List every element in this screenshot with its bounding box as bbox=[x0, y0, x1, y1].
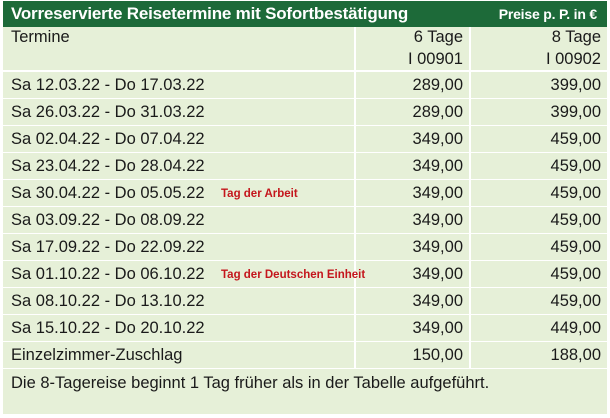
date-range: Sa 08.10.22 - Do 13.10.22 bbox=[11, 291, 205, 310]
price-8-tage-cell: 399,00 bbox=[470, 98, 607, 126]
column-header-8-tage: 8 Tage bbox=[551, 28, 601, 46]
price-6-tage-cell: 349,00 bbox=[355, 314, 471, 342]
table-row: Sa 01.10.22 - Do 06.10.22 Tag der Deutsch… bbox=[3, 260, 607, 288]
date-range: Sa 30.04.22 - Do 05.05.22 bbox=[11, 183, 205, 202]
column-header-6-tage: 6 Tage bbox=[355, 27, 471, 48]
date-cell: Sa 17.09.22 - Do 22.09.22 bbox=[3, 233, 356, 261]
tour-code-8-tage: I 00902 bbox=[470, 48, 607, 72]
supplement-price-6-tage: 150,00 bbox=[355, 341, 471, 369]
tour-code-6-tage: I 00901 bbox=[355, 48, 471, 72]
date-range: Sa 15.10.22 - Do 20.10.22 bbox=[11, 318, 205, 337]
table-row: Sa 23.04.22 - Do 28.04.22 349,00 459,00 bbox=[3, 152, 607, 180]
date-range: Sa 02.04.22 - Do 07.04.22 bbox=[11, 129, 205, 148]
holiday-note: Tag der Deutschen Einheit bbox=[221, 268, 366, 281]
price-6-tage-cell: 349,00 bbox=[355, 125, 471, 153]
price-8-tage-cell: 459,00 bbox=[470, 125, 607, 153]
date-cell: Sa 23.04.22 - Do 28.04.22 bbox=[3, 152, 356, 180]
dates-price-table: Termine 6 Tage 8 Tage I 00901 I 00902 Sa… bbox=[3, 27, 607, 397]
price-6-tage-cell: 289,00 bbox=[355, 98, 471, 126]
table-row: Sa 03.09.22 - Do 08.09.22 349,00 459,00 bbox=[3, 206, 607, 234]
table-row: Sa 15.10.22 - Do 20.10.22 349,00 449,00 bbox=[3, 314, 607, 342]
table-header-bar: Vorreservierte Reisetermine mit Sofortbe… bbox=[3, 1, 607, 27]
price-8-tage-cell: 459,00 bbox=[470, 179, 607, 207]
price-8-tage-cell: 459,00 bbox=[470, 152, 607, 180]
price-6-tage-cell: 349,00 bbox=[355, 206, 471, 234]
date-range: Sa 23.04.22 - Do 28.04.22 bbox=[11, 156, 205, 175]
table-row: Sa 08.10.22 - Do 13.10.22 349,00 459,00 bbox=[3, 287, 607, 315]
price-6-tage-cell: 349,00 bbox=[355, 179, 471, 207]
column-code-blank bbox=[3, 48, 356, 72]
price-8-tage-cell: 449,00 bbox=[470, 314, 607, 342]
price-8-tage-cell: 459,00 bbox=[470, 287, 607, 315]
date-cell: Sa 26.03.22 - Do 31.03.22 bbox=[3, 98, 356, 126]
price-8-tage-cell: 399,00 bbox=[470, 71, 607, 99]
date-cell: Sa 01.10.22 - Do 06.10.22 Tag der Deutsch… bbox=[3, 260, 365, 288]
table-row: Sa 26.03.22 - Do 31.03.22 289,00 399,00 bbox=[3, 98, 607, 126]
date-range: Sa 03.09.22 - Do 08.09.22 bbox=[11, 210, 205, 229]
supplement-row: Einzelzimmer-Zuschlag 150,00 188,00 bbox=[3, 341, 607, 369]
supplement-price-8-tage: 188,00 bbox=[470, 341, 607, 369]
price-table-panel: Vorreservierte Reisetermine mit Sofortbe… bbox=[3, 1, 607, 414]
footer-note: Die 8-Tagereise beginnt 1 Tag früher als… bbox=[11, 373, 490, 392]
footer-row: Die 8-Tagereise beginnt 1 Tag früher als… bbox=[3, 369, 607, 398]
column-header-row: Termine 6 Tage 8 Tage bbox=[3, 27, 607, 48]
holiday-note: Tag der Arbeit bbox=[221, 187, 298, 200]
table-row: Sa 12.03.22 - Do 17.03.22 289,00 399,00 bbox=[3, 71, 607, 99]
date-cell: Sa 08.10.22 - Do 13.10.22 bbox=[3, 287, 356, 315]
column-code-row: I 00901 I 00902 bbox=[3, 48, 607, 72]
price-6-tage-cell: 289,00 bbox=[355, 71, 471, 99]
date-cell: Sa 02.04.22 - Do 07.04.22 bbox=[3, 125, 356, 153]
date-cell: Sa 30.04.22 - Do 05.05.22 Tag der Arbeit bbox=[3, 179, 356, 207]
date-cell: Sa 15.10.22 - Do 20.10.22 bbox=[3, 314, 356, 342]
column-header-termine: Termine bbox=[3, 27, 356, 48]
price-8-tage-cell: 459,00 bbox=[470, 260, 607, 288]
table-row: Sa 02.04.22 - Do 07.04.22 349,00 459,00 bbox=[3, 125, 607, 153]
price-6-tage-cell: 349,00 bbox=[355, 152, 471, 180]
price-8-tage-cell: 459,00 bbox=[470, 206, 607, 234]
table-title: Vorreservierte Reisetermine mit Sofortbe… bbox=[11, 4, 409, 23]
table-row: Sa 30.04.22 - Do 05.05.22 Tag der Arbeit … bbox=[3, 179, 607, 207]
price-8-tage-cell: 459,00 bbox=[470, 233, 607, 261]
date-range: Sa 01.10.22 - Do 06.10.22 bbox=[11, 264, 205, 283]
date-range: Sa 26.03.22 - Do 31.03.22 bbox=[11, 102, 205, 121]
price-note: Preise p. P. in € bbox=[498, 6, 597, 22]
price-6-tage-cell: 349,00 bbox=[355, 287, 471, 315]
date-cell: Sa 12.03.22 - Do 17.03.22 bbox=[3, 71, 356, 99]
price-6-tage-cell: 349,00 bbox=[355, 260, 471, 288]
supplement-label: Einzelzimmer-Zuschlag bbox=[3, 341, 356, 369]
table-row: Sa 17.09.22 - Do 22.09.22 349,00 459,00 bbox=[3, 233, 607, 261]
date-cell: Sa 03.09.22 - Do 08.09.22 bbox=[3, 206, 356, 234]
price-6-tage-cell: 349,00 bbox=[355, 233, 471, 261]
date-range: Sa 17.09.22 - Do 22.09.22 bbox=[11, 237, 205, 256]
date-range: Sa 12.03.22 - Do 17.03.22 bbox=[11, 75, 205, 94]
